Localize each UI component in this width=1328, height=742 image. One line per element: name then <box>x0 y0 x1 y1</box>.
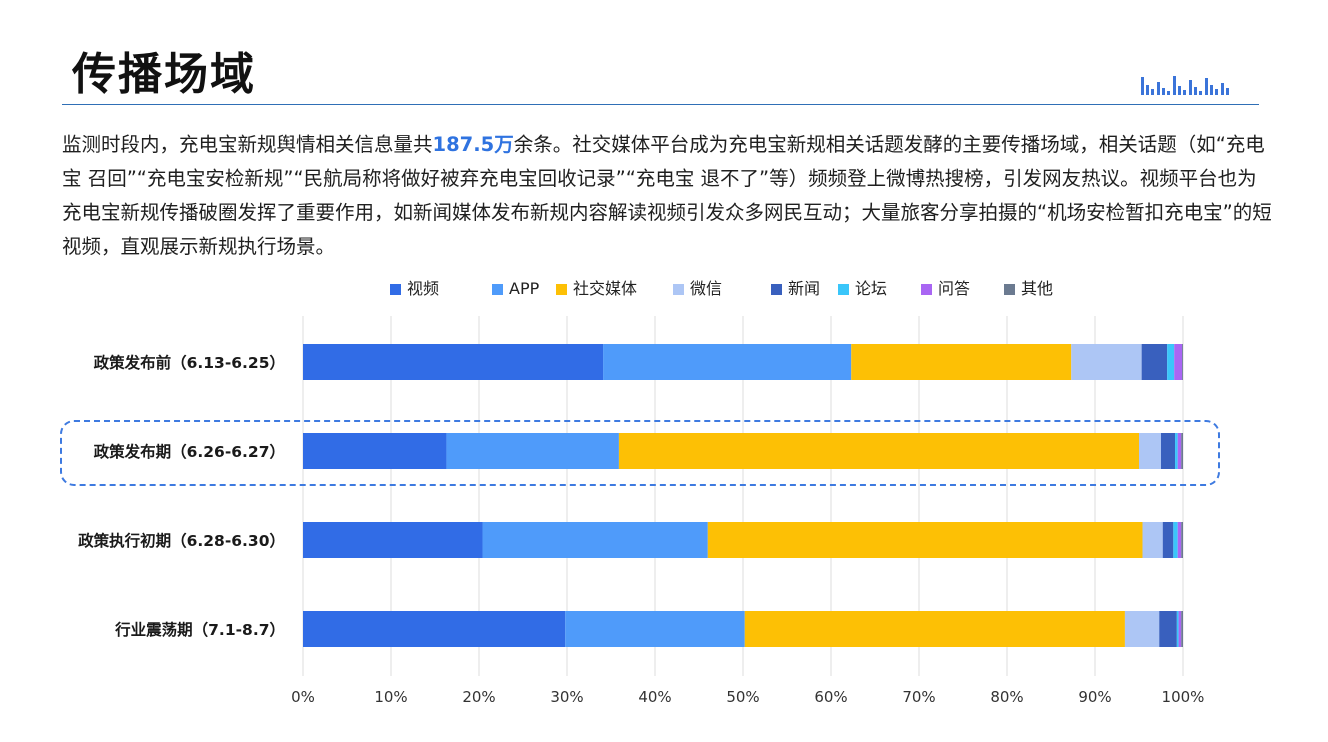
legend-swatch-1 <box>390 284 401 295</box>
bar-segment-3-7[interactable] <box>1177 522 1182 558</box>
bar-segment-2-8[interactable] <box>1181 433 1183 469</box>
stacked-bar-chart: 视频 APP 社交媒体 微信 新闻 论坛 问答 其他 0% 10% 20% 30% 40% 50% 60% 7… <box>78 279 1205 706</box>
x-tick-label: 20% <box>462 688 495 706</box>
legend-label-5: 新闻 <box>788 279 820 298</box>
bar-segment-4-7[interactable] <box>1178 611 1182 647</box>
title-divider <box>62 104 1259 105</box>
x-tick-label: 40% <box>638 688 671 706</box>
bar-segment-2-6[interactable] <box>1175 433 1178 469</box>
legend-label-6: 论坛 <box>855 279 887 298</box>
bar-segment-3-6[interactable] <box>1173 522 1178 558</box>
bar-segment-1-1[interactable] <box>303 344 604 380</box>
summary-highlight-value: 187.5万 <box>432 133 514 156</box>
bar-segment-4-4[interactable] <box>1124 611 1160 647</box>
category-label: 行业震荡期（7.1-8.7） <box>114 620 285 639</box>
x-tick-label: 30% <box>550 688 583 706</box>
legend-swatch-2 <box>492 284 503 295</box>
bar-segment-1-2[interactable] <box>603 344 852 380</box>
bar-segment-2-5[interactable] <box>1161 433 1176 469</box>
page-title: 传播场域 <box>72 49 256 100</box>
x-tick-label: 0% <box>291 688 315 706</box>
legend-label-1: 视频 <box>407 279 439 298</box>
bar-segment-3-1[interactable] <box>303 522 483 558</box>
legend-swatch-4 <box>673 284 684 295</box>
legend-swatch-6 <box>838 284 849 295</box>
bar-segment-4-1[interactable] <box>303 611 566 647</box>
bar-segment-3-4[interactable] <box>1142 522 1163 558</box>
legend-label-8: 其他 <box>1021 279 1053 298</box>
bar-segment-2-3[interactable] <box>618 433 1139 469</box>
bar-segment-2-2[interactable] <box>446 433 619 469</box>
bar-segment-3-8[interactable] <box>1181 522 1183 558</box>
bar-segment-4-6[interactable] <box>1176 611 1179 647</box>
bar-chart-icon <box>1141 76 1229 95</box>
legend-label-4: 微信 <box>690 279 722 298</box>
bar-segment-1-7[interactable] <box>1174 344 1183 380</box>
x-tick-label: 10% <box>374 688 407 706</box>
legend-swatch-5 <box>771 284 782 295</box>
x-tick-label: 90% <box>1078 688 1111 706</box>
x-tick-label: 80% <box>990 688 1023 706</box>
summary-text-end: 余条。社交媒体平台成为充电宝新规相关话题发酵的主要传播场域，相关话题（如“充电宝… <box>62 133 1272 258</box>
bar-segment-2-4[interactable] <box>1139 433 1161 469</box>
legend-label-3: 社交媒体 <box>573 279 637 298</box>
legend-swatch-7 <box>921 284 932 295</box>
x-tick-label: 60% <box>814 688 847 706</box>
bar-segment-4-8[interactable] <box>1181 611 1183 647</box>
bar-segment-4-2[interactable] <box>565 611 745 647</box>
bar-segment-3-2[interactable] <box>482 522 708 558</box>
bar-segment-4-5[interactable] <box>1159 611 1177 647</box>
category-label: 政策执行初期（6.28-6.30） <box>78 531 285 550</box>
summary-paragraph: 监测时段内，充电宝新规舆情相关信息量共187.5万余条。社交媒体平台成为充电宝新… <box>62 128 1272 264</box>
highlight-frame <box>60 420 1220 486</box>
bar-segment-2-1[interactable] <box>303 433 447 469</box>
x-tick-label: 100% <box>1162 688 1205 706</box>
category-label: 政策发布期（6.26-6.27） <box>94 442 285 461</box>
x-tick-label: 50% <box>726 688 759 706</box>
bar-segment-1-3[interactable] <box>851 344 1072 380</box>
bar-segment-3-3[interactable] <box>707 522 1143 558</box>
category-label: 政策发布前（6.13-6.25） <box>94 353 285 372</box>
bar-segment-1-8[interactable] <box>1182 344 1183 380</box>
x-tick-label: 70% <box>902 688 935 706</box>
legend-label-7: 问答 <box>938 279 970 298</box>
legend-label-2: APP <box>509 279 540 298</box>
bar-segment-1-4[interactable] <box>1071 344 1142 380</box>
bar-segment-1-6[interactable] <box>1167 344 1175 380</box>
bar-segment-3-5[interactable] <box>1162 522 1174 558</box>
legend-swatch-3 <box>556 284 567 295</box>
legend-swatch-8 <box>1004 284 1015 295</box>
bar-segment-2-7[interactable] <box>1177 433 1182 469</box>
summary-text-start: 监测时段内，充电宝新规舆情相关信息量共 <box>62 133 433 156</box>
bar-segment-1-5[interactable] <box>1141 344 1168 380</box>
bar-segment-4-3[interactable] <box>744 611 1125 647</box>
